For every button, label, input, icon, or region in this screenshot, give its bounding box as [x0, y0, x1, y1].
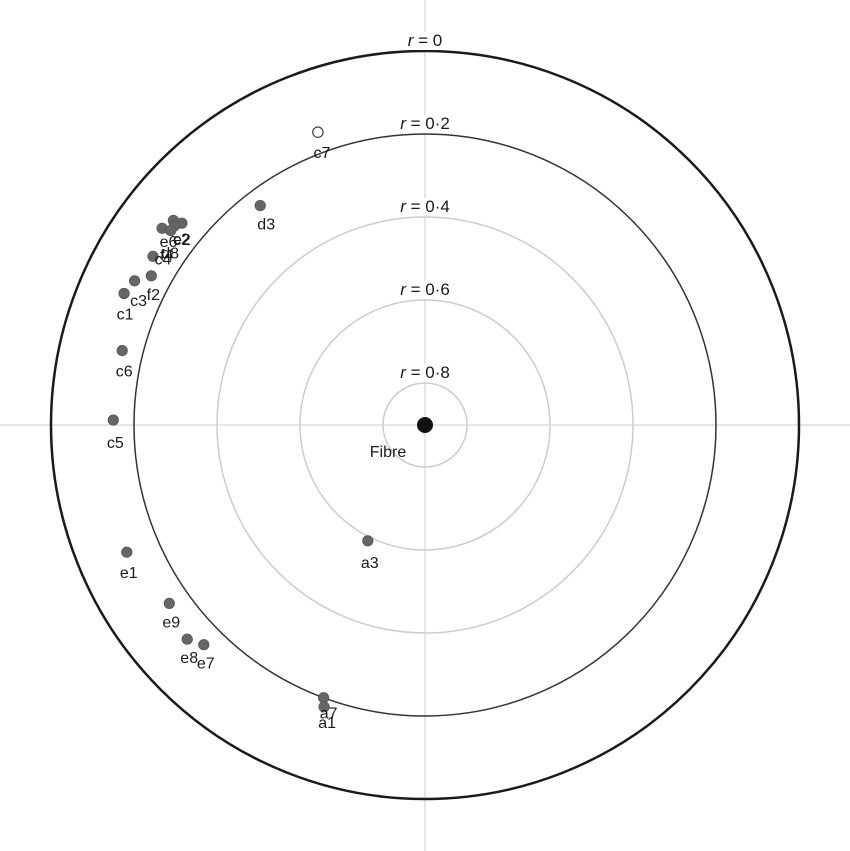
point-label-e1: e1 [120, 565, 138, 582]
point-label-c3: c3 [130, 293, 147, 310]
points-layer [107, 126, 374, 713]
ring-r-0 [49, 49, 801, 801]
data-point-a3 [362, 535, 374, 547]
ring-r-0-4 [216, 216, 634, 634]
center-fibre-dot [417, 417, 433, 433]
ring-label-backdrop [394, 115, 456, 133]
point-label-c6: c6 [116, 364, 133, 381]
point-label-f4: f4 [160, 248, 173, 265]
point-label-e7: e7 [197, 656, 215, 673]
ring-label-backdrop [394, 198, 456, 216]
ring-label: r = 0·8 [400, 363, 450, 382]
point-label-e6: e6 [160, 234, 178, 251]
data-point-e8 [181, 633, 193, 645]
ring-label-backdrop [394, 364, 456, 382]
ring-label: r = 0 [408, 31, 443, 50]
ring-label-backdrop [394, 32, 456, 50]
data-point-c6 [116, 344, 128, 357]
data-point-c4 [147, 250, 159, 262]
data-point-e1 [121, 546, 133, 558]
ring-r-0-6 [299, 299, 551, 551]
point-label-d3: d3 [257, 217, 275, 234]
ring-label-backdrop [394, 281, 456, 299]
point-label-c5: c5 [107, 435, 124, 452]
point-label-f2: f2 [147, 287, 160, 304]
data-point-e9 [163, 597, 175, 610]
data-point-e7 [198, 639, 210, 651]
data-point-a1 [318, 701, 330, 713]
point-label-a1: a1 [318, 715, 336, 732]
data-point-c5 [107, 414, 119, 426]
point-label-e8: e8 [180, 650, 198, 667]
ring-r-0-8 [382, 382, 468, 468]
point-label-e9: e9 [162, 614, 180, 631]
point-label-a3: a3 [361, 555, 379, 572]
labels-layer: r = 0r = 0·2r = 0·4r = 0·6r = 0·8c7d3e2c… [107, 31, 456, 732]
point-label-d8: d8 [161, 245, 179, 262]
data-point-c3 [129, 275, 141, 287]
ring-label: r = 0·2 [400, 114, 450, 133]
ring-label: r = 0·6 [400, 280, 450, 299]
data-point-c1 [118, 287, 130, 300]
point-label-a7: a7 [320, 706, 338, 723]
point-label-c4: c4 [155, 251, 172, 268]
ring-label: r = 0·4 [400, 197, 450, 216]
data-point-f4 [165, 225, 177, 237]
data-point-d3 [254, 200, 266, 212]
point-label-c7: c7 [313, 145, 330, 162]
point-label-c2: c2 [173, 232, 190, 249]
point-label-e2: e2 [173, 232, 191, 249]
data-point-c7 [312, 126, 324, 138]
data-point-f2 [145, 270, 157, 282]
center-label: Fibre [370, 444, 407, 461]
point-label-c1: c1 [117, 307, 134, 324]
ring-r-0-2 [133, 133, 717, 717]
